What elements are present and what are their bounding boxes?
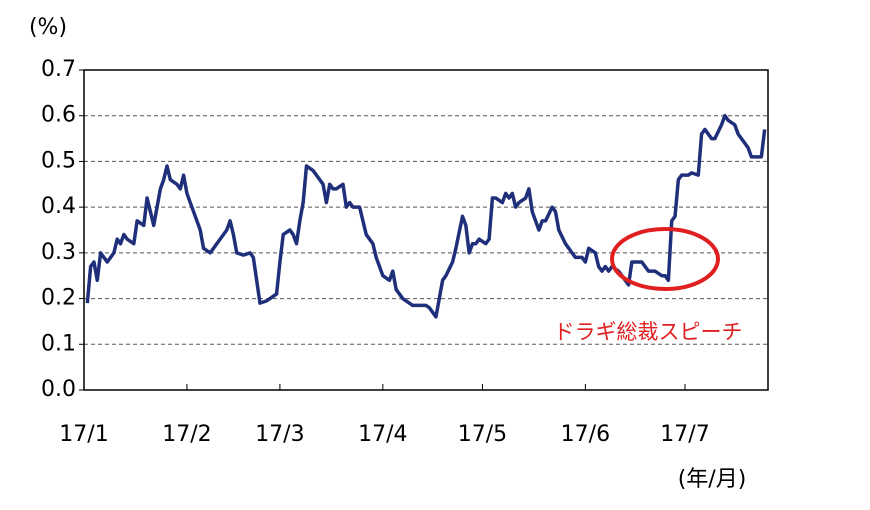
y-tick-label: 0.1	[41, 331, 76, 356]
x-tick-label: 17/4	[358, 422, 407, 447]
y-tick-label: 0.5	[41, 148, 76, 173]
y-tick-label: 0.6	[41, 103, 76, 128]
y-tick-label: 0.2	[41, 286, 76, 311]
x-tick-label: 17/3	[255, 422, 304, 447]
annotation: ドラギ総裁スピーチ	[554, 320, 743, 344]
x-tick-label: 17/1	[59, 422, 108, 447]
x-tick-label: 17/7	[660, 422, 709, 447]
y-axis-label: (%)	[29, 15, 67, 40]
y-tick-label: 0.0	[41, 377, 76, 402]
plot-frame	[83, 69, 769, 391]
x-tick-label: 17/5	[458, 422, 507, 447]
y-tick-label: 0.3	[41, 240, 76, 265]
annotation-ellipse	[610, 227, 720, 291]
y-tick-label: 0.4	[41, 194, 76, 219]
x-tick-label: 17/2	[162, 422, 211, 447]
line	[85, 113, 767, 319]
x-axis-label: (年/月)	[678, 467, 747, 492]
y-tick-label: 0.7	[41, 57, 76, 82]
x-tick-label: 17/6	[561, 422, 610, 447]
